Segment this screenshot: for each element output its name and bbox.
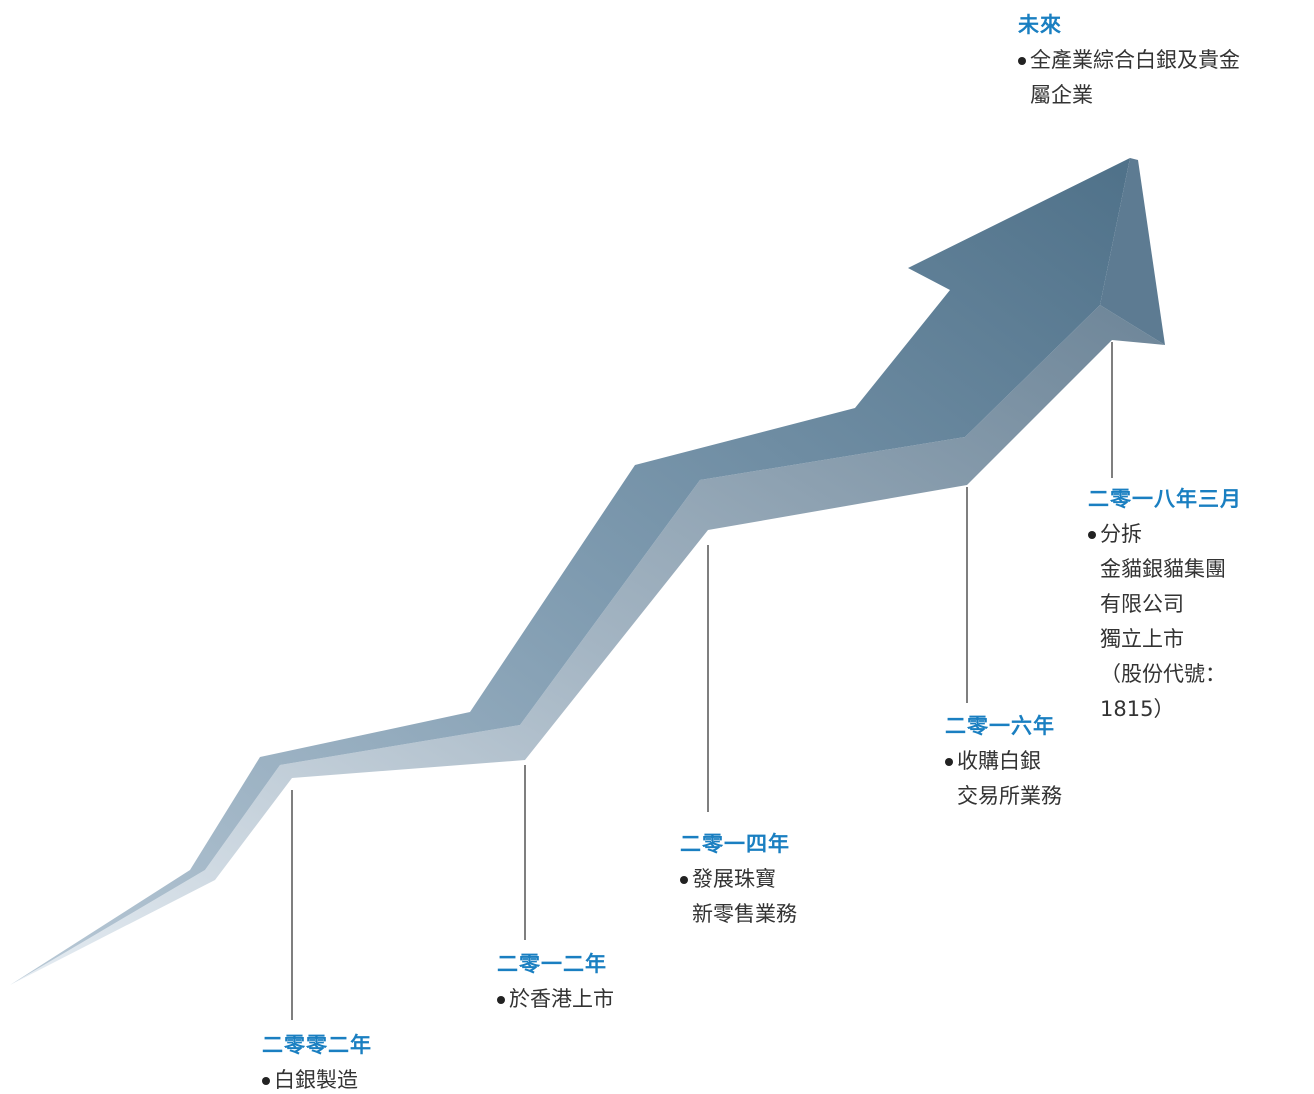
milestone: 二零一六年收購白銀交易所業務	[945, 709, 1062, 814]
milestone-title: 二零一二年	[497, 952, 607, 976]
milestone-title: 未來	[1018, 13, 1062, 37]
milestone-text: 於香港上市	[497, 982, 614, 1017]
milestone-text: 全產業綜合白銀及貴金	[1018, 43, 1240, 78]
milestone-text: 獨立上市	[1100, 627, 1184, 651]
arrow-side	[10, 305, 1165, 985]
milestone: 二零零二年 白銀製造	[262, 1028, 372, 1094]
milestone-title: 二零一四年	[680, 832, 790, 856]
milestone-text: 分拆	[1088, 517, 1242, 552]
milestone-text: 屬企業	[1030, 83, 1093, 107]
milestone-text: 新零售業務	[692, 902, 797, 926]
milestone-text: 有限公司	[1100, 592, 1184, 616]
milestone: 二零一八年三月分拆金貓銀貓集團 有限公司獨立上市 （股份代號： 1815）	[1088, 482, 1242, 727]
milestone: 未來全產業綜合白銀及貴金屬企業	[1018, 8, 1240, 113]
milestone: 二零一二年於香港上市	[497, 947, 614, 1017]
milestone-title: 二零一八年三月	[1088, 487, 1242, 511]
milestone-text: 收購白銀	[945, 744, 1062, 779]
milestone-text: 金貓銀貓集團	[1100, 557, 1226, 581]
milestone-text: 交易所業務	[957, 784, 1062, 808]
milestone-text: 發展珠寶	[680, 862, 797, 897]
milestone-text: 1815）	[1100, 697, 1175, 721]
arrow-top	[10, 158, 1130, 985]
milestone: 二零一四年發展珠寶新零售業務	[680, 827, 797, 932]
milestone-title: 二零一六年	[945, 714, 1055, 738]
milestone-title: 二零零二年	[262, 1033, 372, 1057]
milestone-text: 白銀製造	[262, 1063, 372, 1094]
milestone-text: （股份代號：	[1100, 662, 1226, 686]
leader-lines	[291, 342, 1113, 1020]
arrow-head-edge	[1100, 158, 1165, 345]
